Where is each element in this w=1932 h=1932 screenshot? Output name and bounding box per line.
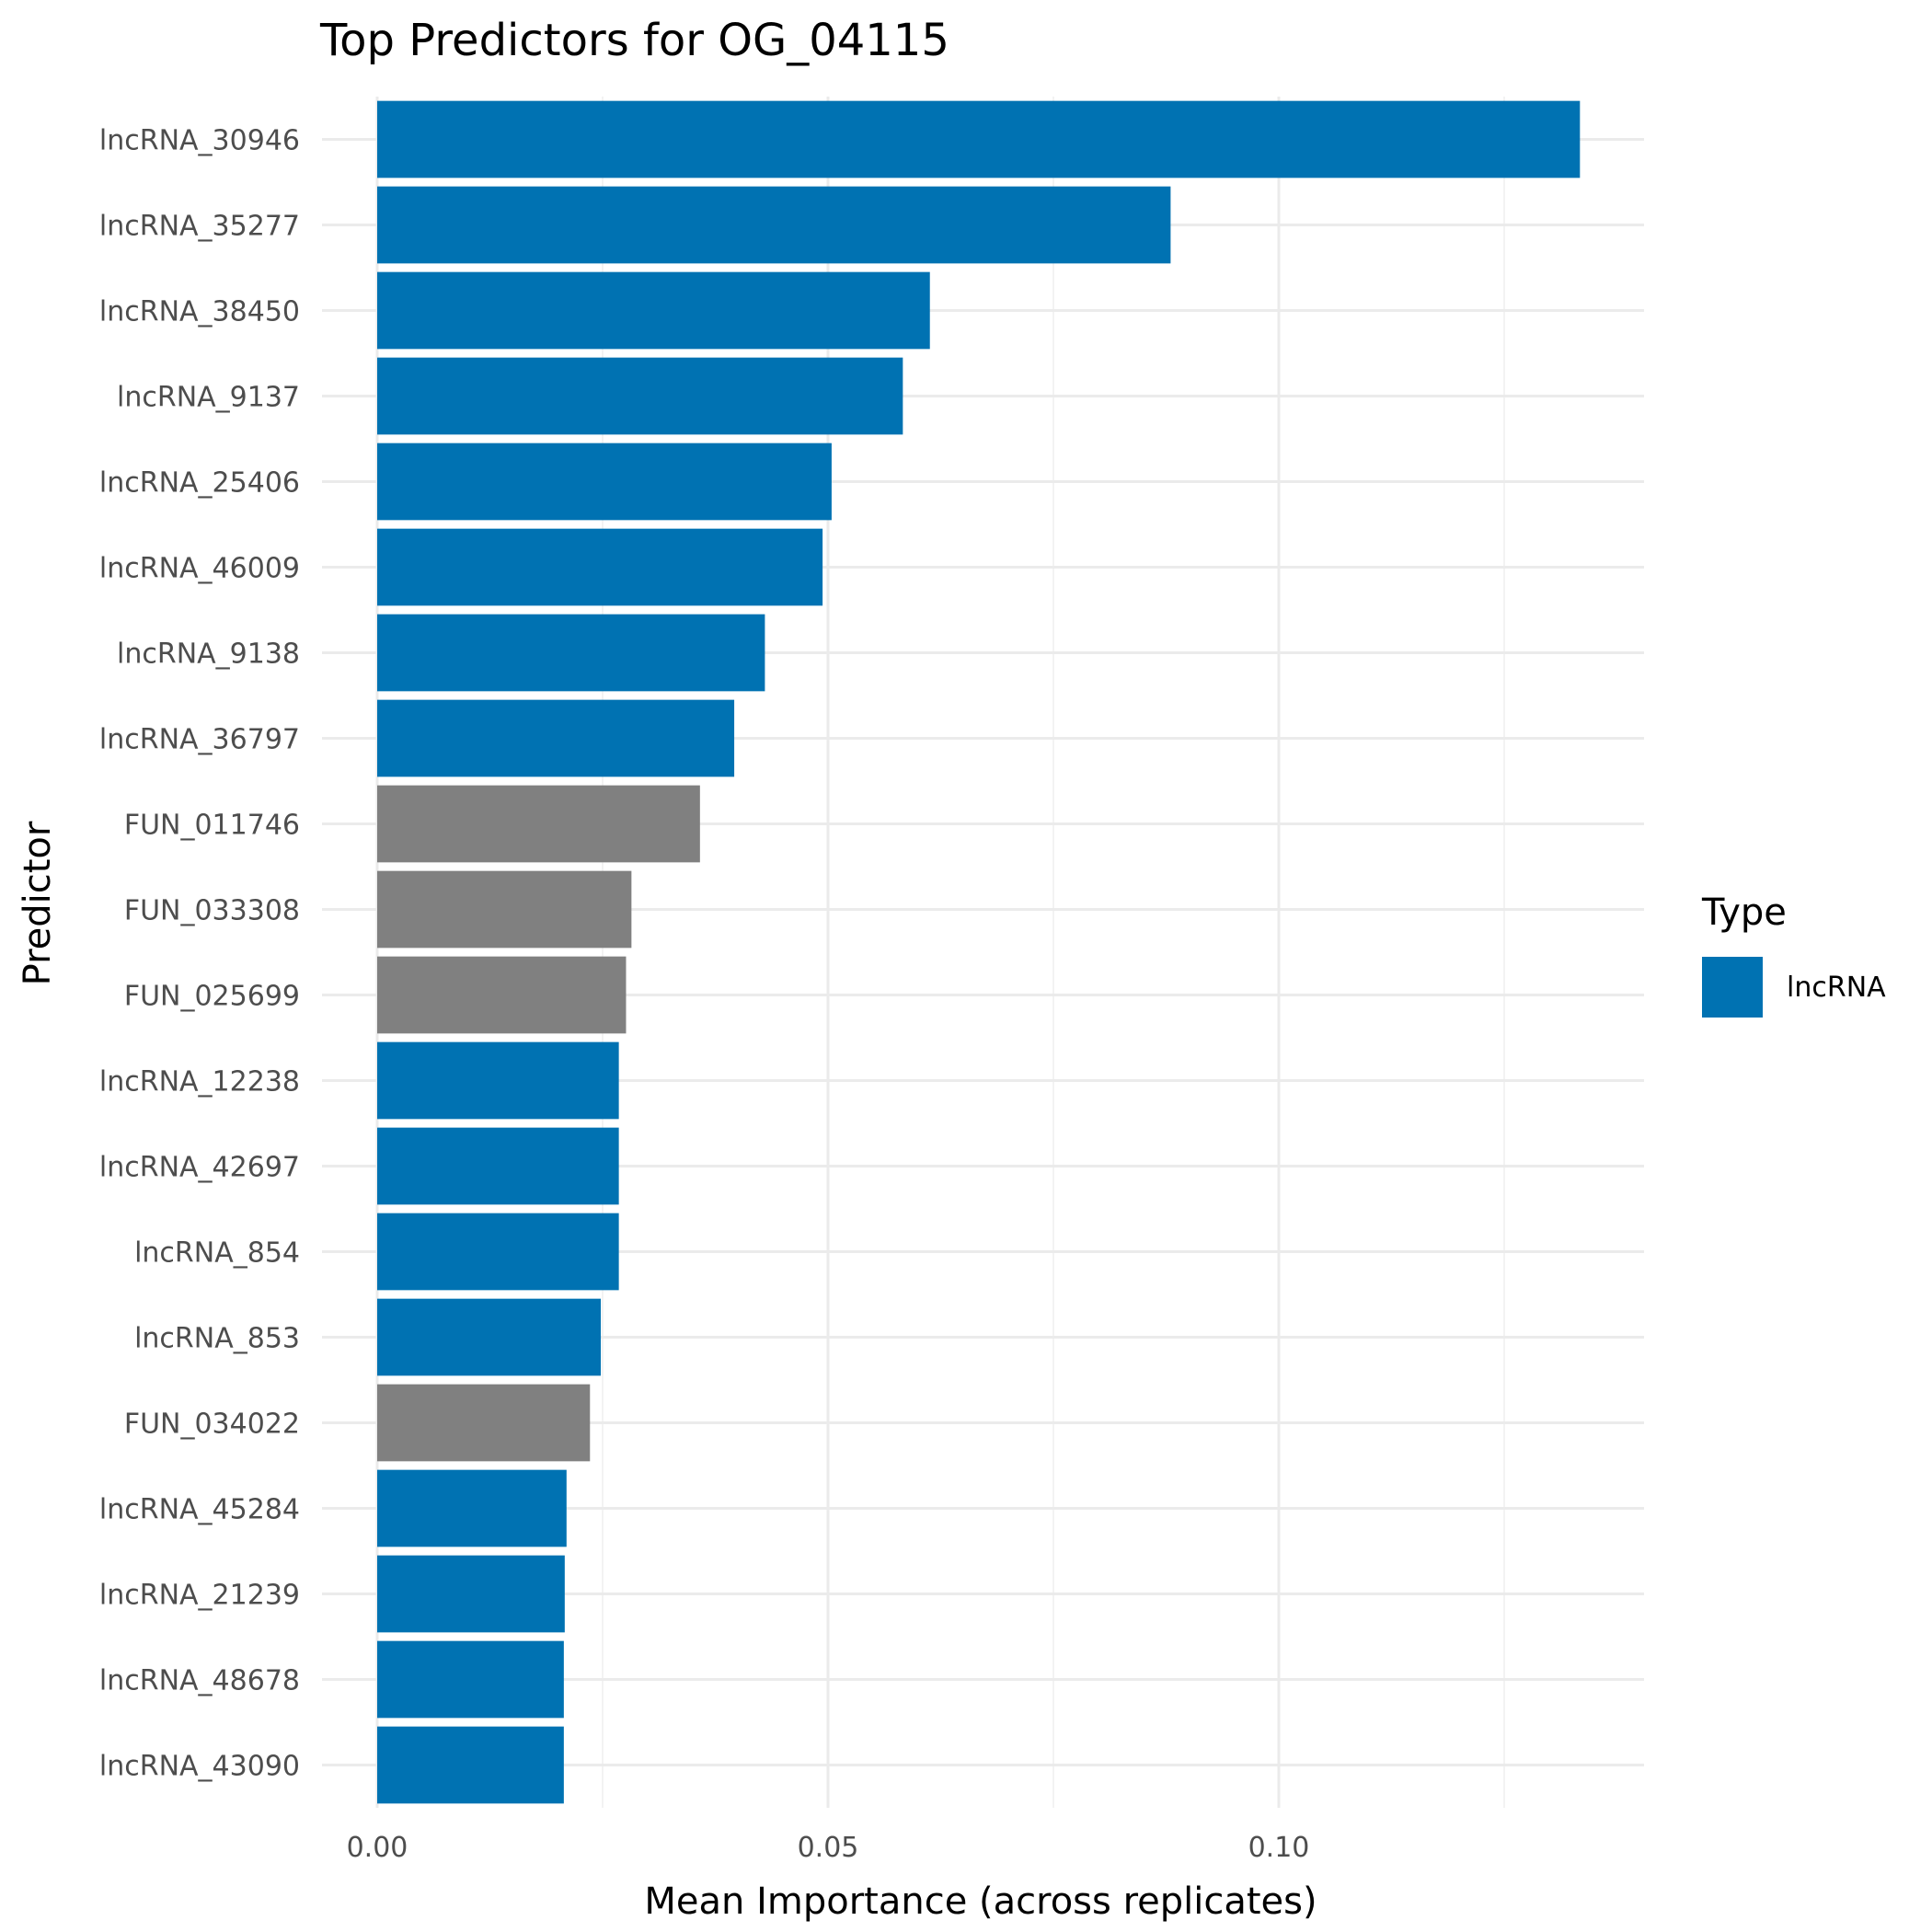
bar-lncrna_35277 bbox=[377, 186, 1171, 264]
bar-lncrna_9138 bbox=[377, 614, 765, 692]
bar-lncrna_43090 bbox=[377, 1726, 564, 1804]
y-axis-title: Predictor bbox=[17, 821, 59, 985]
bar-fun_025699 bbox=[377, 956, 627, 1034]
y-tick-label: lncRNA_48678 bbox=[99, 1665, 300, 1697]
y-tick-label: lncRNA_45284 bbox=[99, 1494, 300, 1526]
y-tick-label: lncRNA_9137 bbox=[117, 382, 300, 414]
legend: Type lncRNA bbox=[1701, 891, 1886, 1018]
bar-lncrna_30946 bbox=[377, 100, 1581, 178]
y-tick-label: lncRNA_854 bbox=[134, 1237, 300, 1270]
legend-label-lncrna: lncRNA bbox=[1787, 972, 1886, 1004]
y-tick-label: lncRNA_43090 bbox=[99, 1751, 300, 1783]
bar-lncrna_12238 bbox=[377, 1041, 619, 1120]
bar-lncrna_42697 bbox=[377, 1127, 619, 1205]
y-tick-label: lncRNA_46009 bbox=[99, 553, 300, 585]
y-tick-label: lncRNA_12238 bbox=[99, 1066, 300, 1098]
y-tick-label: FUN_033308 bbox=[124, 895, 300, 927]
y-tick-labels: lncRNA_30946 lncRNA_35277 lncRNA_38450 lncR… bbox=[99, 125, 300, 1783]
bar-lncrna_38450 bbox=[377, 271, 930, 350]
bar-lncrna_9137 bbox=[377, 357, 903, 435]
bar-lncrna_853 bbox=[377, 1298, 602, 1376]
x-tick-label: 0.05 bbox=[798, 1832, 859, 1864]
y-tick-label: lncRNA_36797 bbox=[99, 724, 300, 756]
x-tick-labels: 0.00 0.05 0.10 bbox=[347, 1832, 1310, 1864]
legend-title: Type bbox=[1701, 891, 1787, 934]
y-tick-label: FUN_011746 bbox=[124, 810, 300, 842]
y-tick-label: lncRNA_21239 bbox=[99, 1580, 300, 1612]
x-tick-label: 0.10 bbox=[1248, 1832, 1310, 1864]
y-tick-label: lncRNA_30946 bbox=[99, 125, 300, 157]
y-tick-label: FUN_034022 bbox=[124, 1409, 300, 1441]
bar-lncrna_25406 bbox=[377, 443, 832, 521]
grid bbox=[322, 97, 1644, 1808]
bar-lncrna_46009 bbox=[377, 528, 823, 606]
y-tick-label: lncRNA_9138 bbox=[117, 638, 300, 671]
y-tick-label: lncRNA_42697 bbox=[99, 1152, 300, 1184]
legend-swatch-lncrna bbox=[1702, 957, 1763, 1018]
chart-title: Top Predictors for OG_04115 bbox=[319, 15, 949, 66]
bar-fun_034022 bbox=[377, 1384, 591, 1462]
bar-lncrna_48678 bbox=[377, 1640, 564, 1719]
x-axis-title: Mean Importance (across replicates) bbox=[644, 1880, 1317, 1923]
bar-lncrna_45284 bbox=[377, 1469, 567, 1547]
bars bbox=[377, 100, 1581, 1804]
y-tick-label: lncRNA_25406 bbox=[99, 467, 300, 500]
bar-fun_011746 bbox=[377, 785, 700, 863]
y-tick-label: lncRNA_853 bbox=[134, 1323, 300, 1355]
y-tick-label: lncRNA_38450 bbox=[99, 296, 300, 328]
x-tick-label: 0.00 bbox=[347, 1832, 408, 1864]
bar-lncrna_854 bbox=[377, 1213, 619, 1291]
bar-fun_033308 bbox=[377, 870, 632, 949]
y-tick-label: FUN_025699 bbox=[124, 981, 300, 1013]
y-tick-label: lncRNA_35277 bbox=[99, 211, 300, 243]
bar-lncrna_21239 bbox=[377, 1555, 565, 1633]
bar-lncrna_36797 bbox=[377, 699, 735, 777]
